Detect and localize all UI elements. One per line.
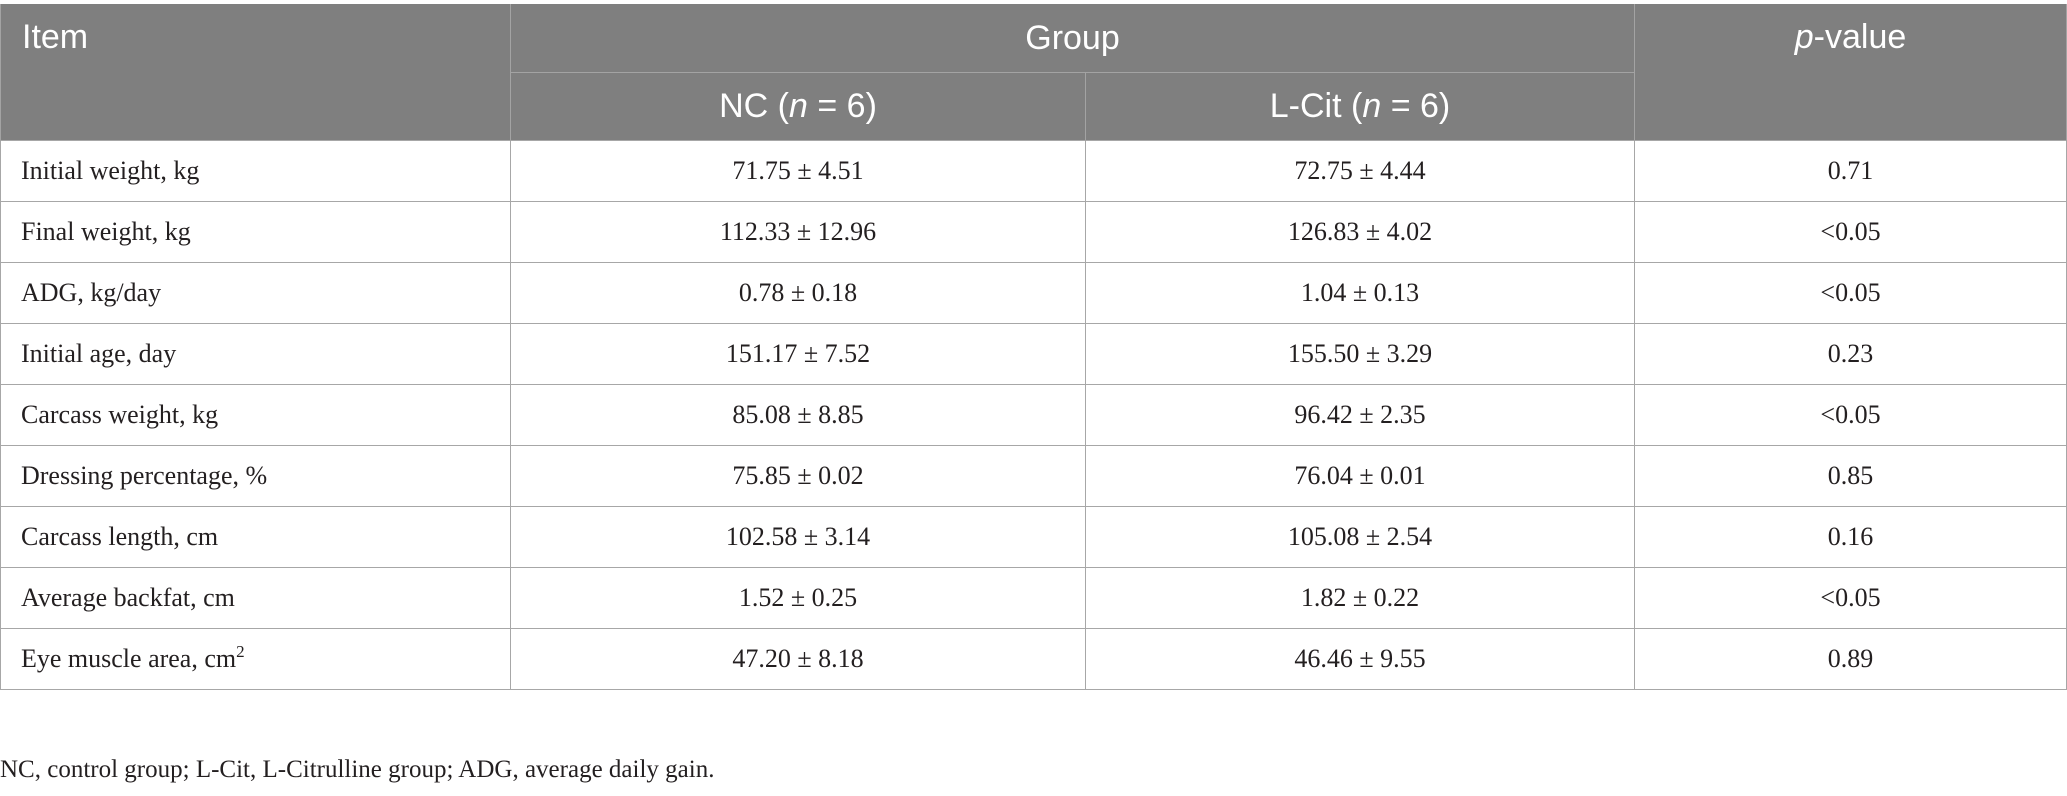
nc-value-cell: 1.52 ± 0.25 bbox=[510, 567, 1086, 629]
item-cell: Final weight, kg bbox=[0, 201, 511, 263]
lcit-column-header: L-Cit (n = 6) bbox=[1085, 72, 1635, 141]
item-cell: Carcass length, cm bbox=[0, 506, 511, 568]
nc-value-cell: 75.85 ± 0.02 bbox=[510, 445, 1086, 507]
table-row: Initial weight, kg 71.75 ± 4.51 72.75 ± … bbox=[0, 140, 2067, 202]
lcit-header-prefix: L-Cit ( bbox=[1269, 87, 1363, 125]
group-column-header: Group bbox=[510, 4, 1635, 73]
table-row: Carcass length, cm 102.58 ± 3.14 105.08 … bbox=[0, 506, 2067, 568]
lcit-value-cell: 126.83 ± 4.02 bbox=[1085, 201, 1635, 263]
nc-value-cell: 0.78 ± 0.18 bbox=[510, 262, 1086, 324]
lcit-value-cell: 105.08 ± 2.54 bbox=[1085, 506, 1635, 568]
item-cell: Dressing percentage, % bbox=[0, 445, 511, 507]
table-row: Dressing percentage, % 75.85 ± 0.02 76.0… bbox=[0, 445, 2067, 507]
item-column-header: Item bbox=[0, 4, 511, 141]
table-body: Initial weight, kg 71.75 ± 4.51 72.75 ± … bbox=[0, 140, 2067, 690]
results-table: Item Group p-value NC (n = 6) L-Cit (n =… bbox=[0, 4, 2067, 690]
data-table-container: Item Group p-value NC (n = 6) L-Cit (n =… bbox=[0, 4, 2067, 690]
p-value-cell: <0.05 bbox=[1634, 262, 2067, 324]
superscript: 2 bbox=[236, 642, 245, 661]
p-value-cell: 0.23 bbox=[1634, 323, 2067, 385]
table-header: Item Group p-value NC (n = 6) L-Cit (n =… bbox=[0, 4, 2067, 141]
nc-value-cell: 102.58 ± 3.14 bbox=[510, 506, 1086, 568]
item-header-text: Item bbox=[22, 18, 89, 56]
table-row: Final weight, kg 112.33 ± 12.96 126.83 ±… bbox=[0, 201, 2067, 263]
lcit-value-cell: 46.46 ± 9.55 bbox=[1085, 628, 1635, 690]
item-cell-text: Eye muscle area, cm bbox=[21, 644, 237, 673]
lcit-value-cell: 155.50 ± 3.29 bbox=[1085, 323, 1635, 385]
item-cell: Initial weight, kg bbox=[0, 140, 511, 202]
header-row-sub: NC (n = 6) L-Cit (n = 6) bbox=[1, 72, 2067, 141]
lcit-header-n: n bbox=[1362, 87, 1382, 125]
table-row: ADG, kg/day 0.78 ± 0.18 1.04 ± 0.13 <0.0… bbox=[0, 262, 2067, 324]
p-value-rest: -value bbox=[1813, 18, 1907, 56]
nc-header-n: n bbox=[788, 87, 808, 125]
item-cell: Eye muscle area, cm2 bbox=[0, 628, 511, 690]
p-value-cell: 0.16 bbox=[1634, 506, 2067, 568]
item-cell: Carcass weight, kg bbox=[0, 384, 511, 446]
group-header-text: Group bbox=[1025, 18, 1120, 57]
nc-value-cell: 151.17 ± 7.52 bbox=[510, 323, 1086, 385]
lcit-value-cell: 76.04 ± 0.01 bbox=[1085, 445, 1635, 507]
lcit-header-suffix: = 6) bbox=[1381, 87, 1451, 125]
nc-header-suffix: = 6) bbox=[807, 87, 877, 125]
table-footnote: NC, control group; L-Cit, L-Citrulline g… bbox=[0, 756, 715, 783]
p-value-cell: <0.05 bbox=[1634, 201, 2067, 263]
table-row: Initial age, day 151.17 ± 7.52 155.50 ± … bbox=[0, 323, 2067, 385]
item-cell: ADG, kg/day bbox=[0, 262, 511, 324]
p-value-italic-p: p bbox=[1794, 18, 1814, 56]
table-row: Average backfat, cm 1.52 ± 0.25 1.82 ± 0… bbox=[0, 567, 2067, 629]
p-value-cell: 0.89 bbox=[1634, 628, 2067, 690]
item-cell: Average backfat, cm bbox=[0, 567, 511, 629]
item-cell: Initial age, day bbox=[0, 323, 511, 385]
p-value-column-header: p-value bbox=[1634, 4, 2067, 141]
p-value-cell: <0.05 bbox=[1634, 567, 2067, 629]
table-row: Carcass weight, kg 85.08 ± 8.85 96.42 ± … bbox=[0, 384, 2067, 446]
nc-value-cell: 71.75 ± 4.51 bbox=[510, 140, 1086, 202]
lcit-value-cell: 1.82 ± 0.22 bbox=[1085, 567, 1635, 629]
p-value-cell: 0.85 bbox=[1634, 445, 2067, 507]
nc-header-prefix: NC ( bbox=[719, 87, 789, 125]
nc-value-cell: 47.20 ± 8.18 bbox=[510, 628, 1086, 690]
header-row-top: Item Group p-value bbox=[0, 4, 2067, 141]
table-row: Eye muscle area, cm2 47.20 ± 8.18 46.46 … bbox=[0, 628, 2067, 690]
lcit-value-cell: 72.75 ± 4.44 bbox=[1085, 140, 1635, 202]
lcit-value-cell: 1.04 ± 0.13 bbox=[1085, 262, 1635, 324]
p-value-cell: <0.05 bbox=[1634, 384, 2067, 446]
nc-value-cell: 112.33 ± 12.96 bbox=[510, 201, 1086, 263]
lcit-value-cell: 96.42 ± 2.35 bbox=[1085, 384, 1635, 446]
nc-value-cell: 85.08 ± 8.85 bbox=[510, 384, 1086, 446]
nc-column-header: NC (n = 6) bbox=[510, 72, 1086, 141]
p-value-cell: 0.71 bbox=[1634, 140, 2067, 202]
